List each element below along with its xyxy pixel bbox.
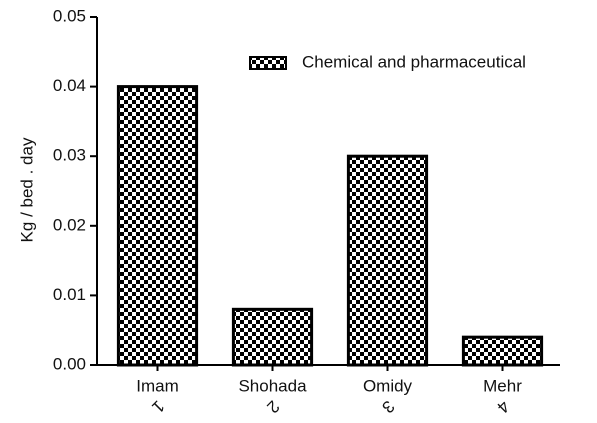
x-tick-label: Imam [136, 376, 179, 395]
y-tick-label: 0.05 [53, 6, 86, 25]
x-tick-number: 3 [378, 397, 398, 417]
bar [231, 307, 314, 367]
bar [346, 154, 429, 367]
x-tick-number: 2 [263, 397, 283, 417]
y-tick-label: 0.00 [53, 354, 86, 373]
x-tick-label: Omidy [363, 376, 413, 395]
y-tick-label: 0.04 [53, 76, 86, 95]
y-tick-label: 0.03 [53, 146, 86, 165]
x-tick-number: 1 [148, 397, 168, 417]
x-tick-label: Mehr [483, 376, 522, 395]
y-tick-label: 0.01 [53, 285, 86, 304]
y-tick-label: 0.02 [53, 215, 86, 234]
legend-swatch [249, 56, 287, 70]
x-tick-label: Shohada [238, 376, 307, 395]
y-axis-label: Kg / bed . day [17, 137, 36, 242]
x-tick-number: 4 [493, 397, 513, 417]
legend-label: Chemical and pharmaceutical [302, 52, 526, 71]
bar [116, 85, 199, 367]
bar [461, 335, 544, 367]
